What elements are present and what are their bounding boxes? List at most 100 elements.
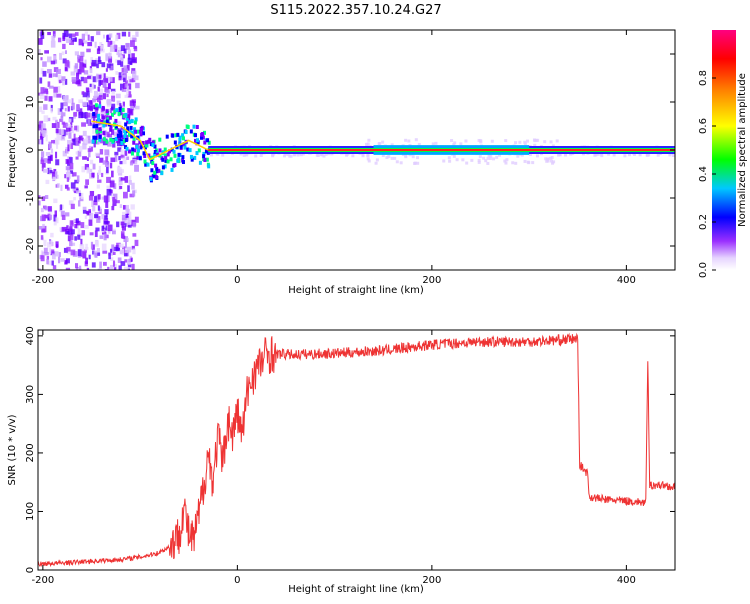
spectrogram-cell [105, 53, 109, 61]
spectrogram-cell [48, 247, 52, 255]
spectrogram-cell [85, 135, 88, 140]
spectrogram-cell [81, 192, 84, 200]
spectrogram-cell [67, 106, 70, 112]
spectrogram-panel: -200 0 200 400 -20 -10 0 10 20 Height of straigh… [7, 29, 676, 296]
spectrogram-cell [84, 163, 90, 170]
spectrogram-cell [80, 238, 83, 246]
spectrogram-cell [76, 79, 81, 85]
spectrogram-cell [124, 241, 127, 249]
spectrogram-cell [78, 135, 83, 141]
spectrogram-cell [133, 127, 137, 132]
spectrogram-cell [112, 260, 116, 267]
spectrogram-cell [93, 90, 99, 98]
spectrogram-cell [149, 142, 153, 147]
spectrogram-cell [109, 137, 113, 142]
spectrogram-cell [120, 45, 125, 52]
spectrogram-cell [115, 93, 121, 99]
spectrogram-cell [100, 46, 103, 53]
spectrogram-cell [121, 31, 127, 37]
spectrogram-cell [98, 134, 102, 139]
spectrogram-cell [46, 258, 49, 265]
spectrogram-cell [95, 106, 99, 111]
spectrogram-cell [404, 138, 408, 142]
spectrogram-cell [367, 138, 371, 142]
spectrogram-cell [109, 180, 115, 188]
spectrogram-cell [107, 76, 113, 82]
spectrogram-cell [84, 185, 88, 189]
spectrogram-cell [153, 149, 157, 154]
spectrogram-cell [67, 139, 72, 145]
spectrogram-cell [55, 128, 59, 134]
spectrogram-cell [671, 154, 675, 158]
spectrogram-cell [48, 73, 53, 78]
spectrogram-cell [52, 73, 58, 77]
spectrogram-cell [194, 138, 198, 143]
spectrogram-cell [65, 260, 68, 265]
spectrogram-cell [38, 195, 41, 199]
spectrogram-cell [47, 260, 52, 266]
spectrogram-cell [173, 153, 177, 158]
spectrogram-cell [62, 112, 66, 117]
spectrogram-cell [64, 59, 70, 67]
spectrogram-cell [96, 63, 99, 69]
spectrogram-cell [42, 225, 47, 233]
spectrogram-cell [155, 166, 159, 171]
spectrogram-cell [55, 241, 59, 248]
spectrogram-cell [65, 166, 71, 171]
spectrogram-ytick-label: -20 [25, 238, 36, 254]
spectrogram-cell [503, 159, 507, 163]
spectrogram-cell [56, 183, 60, 188]
spectrogram-cell [135, 82, 140, 89]
spectrogram-cell [94, 152, 100, 157]
spectrogram-cell [121, 67, 124, 73]
spectrogram-cell [207, 140, 211, 145]
spectrogram-cell [154, 163, 158, 168]
spectrogram-cell [47, 158, 51, 164]
spectrogram-cell [176, 158, 180, 163]
spectrogram-cell [86, 157, 89, 161]
spectrogram-cell [128, 109, 134, 116]
spectrogram-cell [64, 35, 69, 40]
spectrogram-cell [41, 110, 45, 114]
spectrogram-cell [70, 233, 74, 240]
snr-ytick-label: 0 [25, 567, 36, 573]
spectrogram-cell [131, 263, 135, 270]
spectrogram-cell [178, 137, 182, 142]
spectrogram-cell [526, 139, 530, 143]
spectrogram-cell [555, 139, 559, 143]
spectrogram-cell [96, 31, 101, 36]
spectrogram-cell [361, 154, 365, 158]
spectrogram-cell [61, 121, 66, 125]
spectrogram-cell [124, 266, 129, 270]
spectrogram-cell [132, 222, 136, 228]
spectrogram-cell [43, 247, 48, 254]
spectrogram-cell [77, 228, 81, 235]
spectrogram-cell [88, 254, 91, 260]
spectrogram-cell [98, 79, 101, 87]
spectrogram-cell [87, 42, 93, 47]
spectrogram-cell [126, 126, 130, 131]
spectrogram-cell [133, 46, 138, 52]
spectrogram-cell [123, 68, 127, 76]
spectrogram-cell [59, 227, 64, 232]
spectrogram-cell [44, 206, 48, 211]
spectrogram-cell [64, 212, 70, 217]
spectrogram-cell [189, 129, 193, 134]
spectrogram-cell [116, 244, 120, 252]
spectrogram-cell [102, 131, 106, 136]
spectrogram-cell [53, 214, 57, 222]
spectrogram-xtick-label: 0 [234, 275, 240, 286]
spectrogram-cell [69, 220, 74, 227]
spectrogram-cell [73, 197, 76, 201]
spectrogram-cell [132, 70, 137, 78]
spectrogram-cell [495, 155, 499, 159]
spectrogram-cell [73, 219, 76, 223]
spectrogram-cell [89, 232, 94, 236]
spectrogram-cell [77, 150, 82, 157]
spectrogram-cell [166, 159, 170, 164]
spectrogram-cell [46, 117, 51, 122]
spectrogram-cell [416, 156, 420, 160]
spectrogram-cell [374, 161, 378, 165]
spectrogram-cell [92, 135, 96, 140]
spectrogram-cell [84, 247, 89, 251]
